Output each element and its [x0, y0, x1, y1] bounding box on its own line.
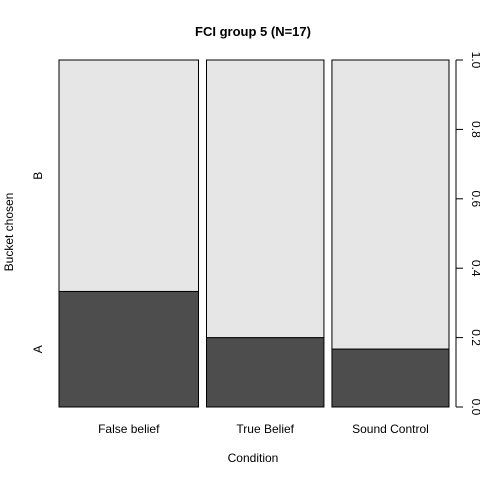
right-axis-tick-label: 0.0	[469, 399, 480, 416]
bars-group	[58, 59, 450, 408]
right-axis-tick-label: 0.2	[469, 329, 480, 346]
right-axis: 0.0 0.2 0.4 0.6 0.8 1.0	[455, 52, 480, 416]
right-axis-tick-label: 0.6	[469, 190, 480, 207]
y-axis-label: Bucket chosen	[2, 193, 16, 272]
y-level-label-b: B	[31, 172, 45, 180]
y-level-labels: AB	[31, 172, 45, 354]
chart-title: FCI group 5 (N=17)	[195, 24, 311, 39]
right-axis-tick-label: 1.0	[469, 52, 480, 69]
bar-b-true-belief	[206, 59, 325, 339]
y-level-label-a: A	[31, 345, 45, 353]
x-tick-label: False belief	[98, 422, 160, 436]
bar-a-false-belief	[58, 290, 200, 408]
bar-a-true-belief	[206, 337, 325, 408]
x-tick-label: True Belief	[236, 422, 294, 436]
x-tick-label: Sound Control	[352, 422, 429, 436]
right-axis-tick-label: 0.4	[469, 260, 480, 277]
x-tick-labels: False belief True Belief Sound Control	[98, 422, 429, 436]
bar-a-sound-control	[331, 348, 450, 408]
bar-b-sound-control	[331, 59, 450, 350]
x-axis-label: Condition	[228, 451, 279, 465]
bar-b-false-belief	[58, 59, 200, 292]
right-axis-tick-label: 0.8	[469, 121, 480, 138]
